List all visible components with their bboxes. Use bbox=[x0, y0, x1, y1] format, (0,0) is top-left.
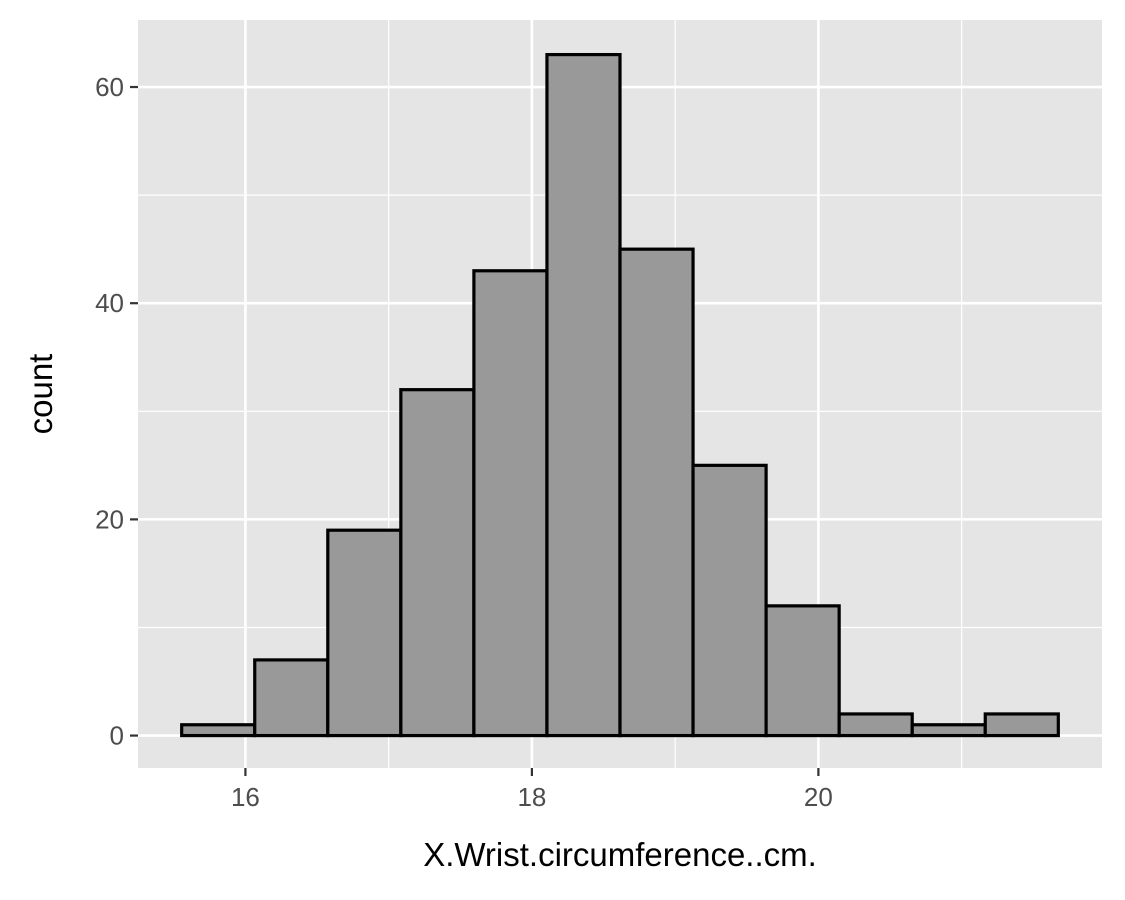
histogram-bar bbox=[545, 52, 622, 738]
histogram-bar bbox=[983, 712, 1060, 738]
x-tick-label: 20 bbox=[804, 782, 833, 812]
x-axis: 16 18 20 bbox=[231, 768, 833, 812]
y-axis: 0 20 40 60 bbox=[95, 72, 138, 751]
histogram-bar bbox=[180, 723, 257, 738]
x-tick-label: 16 bbox=[231, 782, 260, 812]
histogram-bar bbox=[910, 723, 987, 738]
y-tick-label: 40 bbox=[95, 288, 124, 318]
histogram-bar bbox=[326, 528, 403, 738]
histogram-bar bbox=[691, 463, 768, 738]
histogram-bar bbox=[399, 388, 476, 738]
x-tick-label: 18 bbox=[517, 782, 546, 812]
histogram-bar bbox=[837, 712, 914, 738]
y-tick-label: 0 bbox=[110, 721, 124, 751]
y-tick-label: 20 bbox=[95, 504, 124, 534]
histogram-bars bbox=[180, 52, 1060, 738]
histogram-bar bbox=[618, 247, 695, 738]
histogram-bar bbox=[472, 269, 549, 738]
histogram-bar bbox=[253, 658, 330, 738]
x-axis-title: X.Wrist.circumference..cm. bbox=[423, 836, 817, 873]
y-tick-label: 60 bbox=[95, 72, 124, 102]
y-axis-title: count bbox=[22, 354, 59, 435]
histogram-bar bbox=[764, 604, 841, 738]
